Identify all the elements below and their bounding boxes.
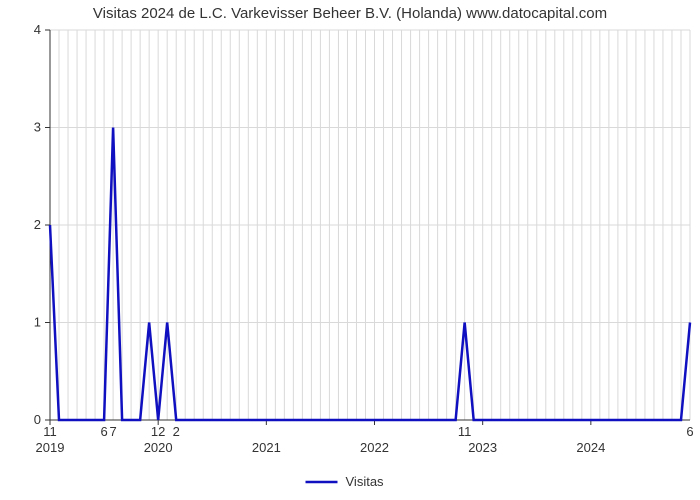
x-cat-label: 6 bbox=[686, 424, 693, 439]
y-tick-label: 1 bbox=[34, 315, 41, 330]
x-cat-label: 11 bbox=[458, 424, 472, 439]
y-tick-label: 2 bbox=[34, 217, 41, 232]
chart-title: Visitas 2024 de L.C. Varkevisser Beheer … bbox=[93, 5, 607, 22]
chart-container: Visitas 2024 de L.C. Varkevisser Beheer … bbox=[0, 0, 700, 500]
x-year-label: 2023 bbox=[468, 440, 497, 455]
x-cat-label: 2 bbox=[173, 424, 180, 439]
y-tick-label: 3 bbox=[34, 120, 41, 135]
x-year-label: 2022 bbox=[360, 440, 389, 455]
data-series bbox=[50, 128, 690, 421]
x-cat-label: 11 bbox=[43, 424, 57, 439]
x-year-label: 2021 bbox=[252, 440, 281, 455]
y-tick-label: 0 bbox=[34, 412, 41, 427]
line-chart: Visitas 2024 de L.C. Varkevisser Beheer … bbox=[0, 0, 700, 500]
y-tick-label: 4 bbox=[34, 22, 41, 37]
legend-label: Visitas bbox=[346, 474, 385, 489]
x-cat-label: 7 bbox=[109, 424, 116, 439]
x-year-label: 2019 bbox=[36, 440, 65, 455]
x-cat-label: 6 bbox=[100, 424, 107, 439]
x-year-label: 2024 bbox=[576, 440, 605, 455]
x-cat-label: 12 bbox=[151, 424, 165, 439]
x-year-label: 2020 bbox=[144, 440, 173, 455]
